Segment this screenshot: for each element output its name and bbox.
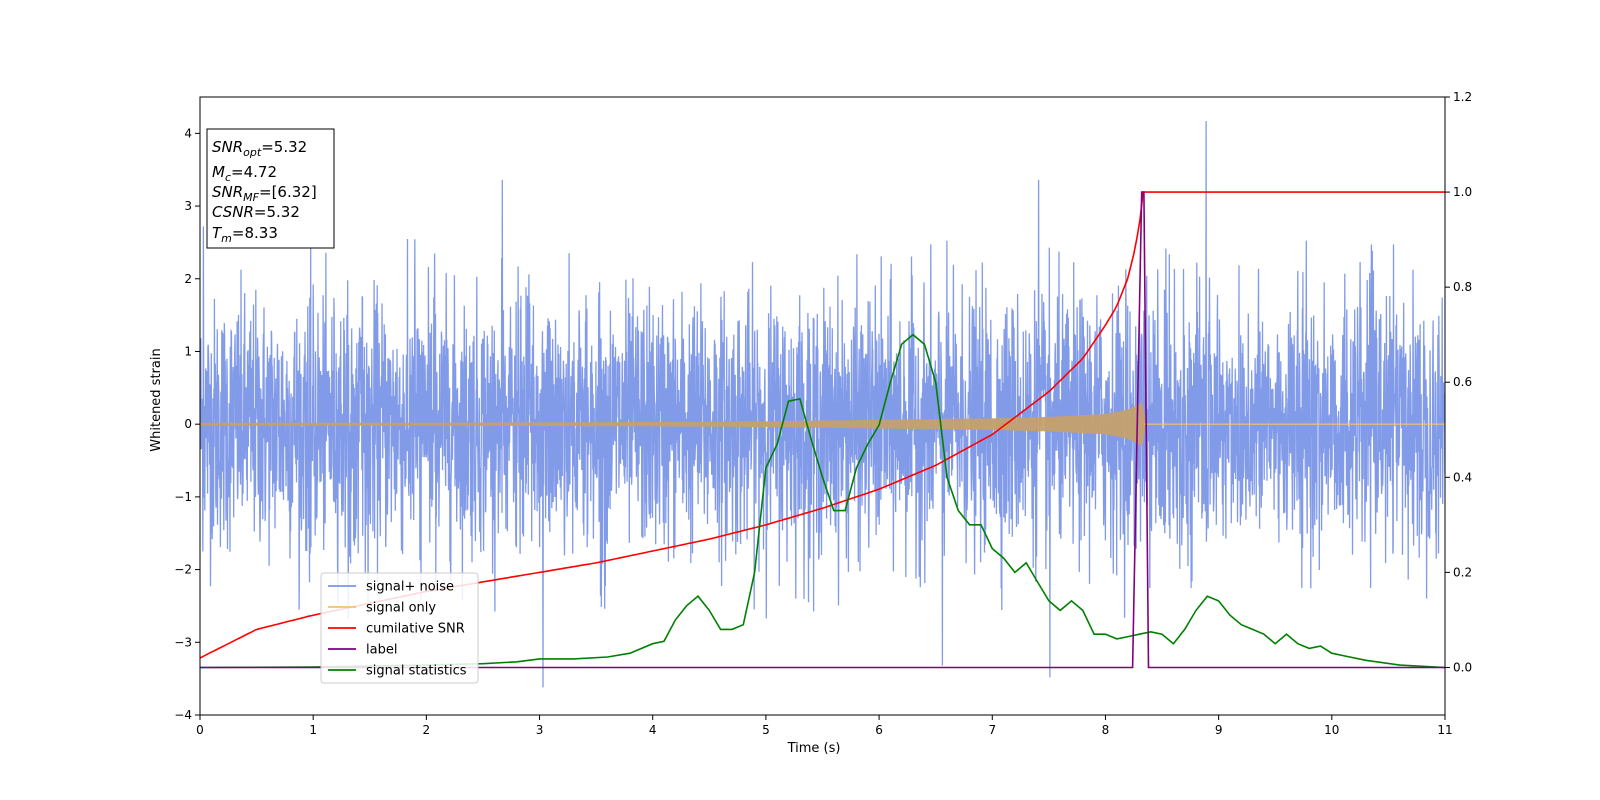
x-tick-label: 11 [1437,723,1452,737]
y-tick-label: 1 [184,344,192,358]
x-tick-label: 6 [875,723,883,737]
y-tick-label: 3 [184,199,192,213]
x-tick-label: 8 [1102,723,1110,737]
y-tick-label: −2 [174,563,192,577]
series-signal-noise [200,120,1445,688]
y2-tick-label: 0.6 [1453,375,1472,389]
y2-tick-label: 0.4 [1453,470,1472,484]
y-tick-label: −4 [174,708,192,722]
y-tick-label: −3 [174,635,192,649]
legend-frame [320,572,479,684]
x-tick-label: 1 [309,723,317,737]
y2-tick-label: 1.2 [1453,90,1472,104]
x-tick-label: 10 [1324,723,1339,737]
y2-tick-label: 0.0 [1453,660,1472,674]
series-signal-only [200,402,1445,446]
legend-label: cumilative SNR [366,622,465,637]
y-tick-label: 2 [184,272,192,286]
y-tick-label: 0 [184,417,192,431]
x-tick-label: 4 [649,723,657,737]
legend-label: signal statistics [366,664,467,679]
annotation-line: CSNR=5.32 [212,203,300,221]
legend-label: label [366,643,397,658]
x-tick-label: 3 [536,723,544,737]
y2-tick-label: 0.8 [1453,280,1472,294]
annotation-line: Tm=8.33 [212,224,278,245]
plot-frame [199,96,1446,716]
x-tick-label: 5 [762,723,770,737]
annotation-frame [206,128,335,249]
y2-tick-label: 0.2 [1453,565,1472,579]
series-signal-statistics [200,333,1445,669]
legend-label: signal+ noise [366,580,454,595]
x-tick-label: 9 [1215,723,1223,737]
legend-label: signal only [366,601,436,616]
series-label [200,191,1445,669]
x-tick-label: 0 [196,723,204,737]
x-tick-label: 7 [988,723,996,737]
legend: signal+ noise signal only cumilative SNR la… [320,572,479,684]
x-axis-label: Time (s) [787,741,841,756]
y-axis-label: Whitened strain [149,348,164,451]
annotation-line: Mc=4.72 [212,163,277,184]
x-tick-label: 2 [423,723,431,737]
y-tick-label: −1 [174,490,192,504]
y2-tick-label: 1.0 [1453,185,1472,199]
annotation-line: SNRopt=5.32 [212,138,307,159]
annotation-line: SNRMF=[6.32] [212,183,317,204]
axes: 0 1 2 3 4 5 6 7 8 9 10 11 −4 −3 −2 −1 0 1 2 3 4 0.0 0.2 0.4 0.6 0… [174,90,1472,737]
y-tick-label: 4 [184,126,192,140]
